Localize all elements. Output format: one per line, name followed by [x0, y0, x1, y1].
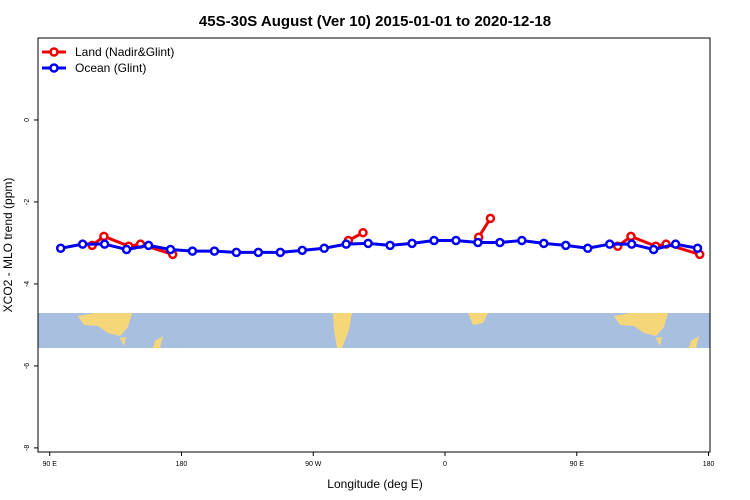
data-point	[143, 240, 154, 251]
y-axis-label: XCO2 - MLO trend (ppm)	[1, 178, 15, 313]
data-point	[99, 239, 110, 249]
data-point	[297, 245, 308, 256]
x-tick-label: 90 W	[305, 461, 322, 468]
data-point	[165, 244, 176, 255]
data-point	[55, 243, 66, 254]
data-point	[385, 240, 395, 251]
data-point	[495, 237, 505, 248]
data-point	[604, 239, 615, 249]
legend-label: Ocean (Glint)	[75, 61, 146, 75]
x-tick-label: 90 E	[43, 461, 58, 468]
x-tick-label: 180	[176, 461, 188, 468]
data-point	[473, 237, 483, 248]
y-tick-label: -8	[24, 445, 31, 451]
data-point	[648, 244, 659, 255]
data-point	[209, 246, 220, 256]
data-point	[670, 239, 681, 249]
data-point	[451, 235, 461, 246]
data-point	[485, 213, 496, 224]
data-point	[692, 243, 703, 254]
legend-label: Land (Nadir&Glint)	[75, 45, 174, 59]
data-point	[539, 238, 549, 249]
y-tick-label: -2	[24, 199, 31, 205]
data-point	[231, 247, 242, 258]
data-point	[77, 239, 88, 249]
y-tick-label: -4	[24, 281, 31, 287]
map-strip	[38, 313, 710, 348]
y-tick-label: -6	[24, 363, 31, 369]
data-point	[429, 235, 439, 246]
legend-marker	[49, 47, 59, 57]
data-point	[363, 238, 373, 249]
x-tick-label: 0	[443, 461, 447, 468]
data-point	[517, 235, 527, 246]
data-point	[583, 243, 593, 254]
legend-marker	[49, 63, 59, 73]
data-point	[561, 240, 571, 251]
data-point	[253, 247, 264, 258]
data-point	[187, 246, 198, 256]
x-tick-label: 90 E	[570, 461, 585, 468]
chart-title: 45S-30S August (Ver 10) 2015-01-01 to 20…	[199, 13, 551, 30]
data-point	[275, 247, 286, 258]
data-point	[407, 238, 417, 249]
data-point	[626, 231, 636, 242]
data-point	[341, 239, 351, 249]
data-point	[121, 244, 132, 255]
data-point	[99, 231, 109, 242]
data-point	[319, 243, 329, 254]
data-point	[626, 239, 637, 249]
y-tick-label: 0	[24, 118, 31, 122]
x-axis-label: Longitude (deg E)	[327, 477, 422, 491]
plot-frame	[37, 37, 711, 453]
x-tick-label: 180	[703, 461, 715, 468]
data-point	[358, 227, 368, 238]
